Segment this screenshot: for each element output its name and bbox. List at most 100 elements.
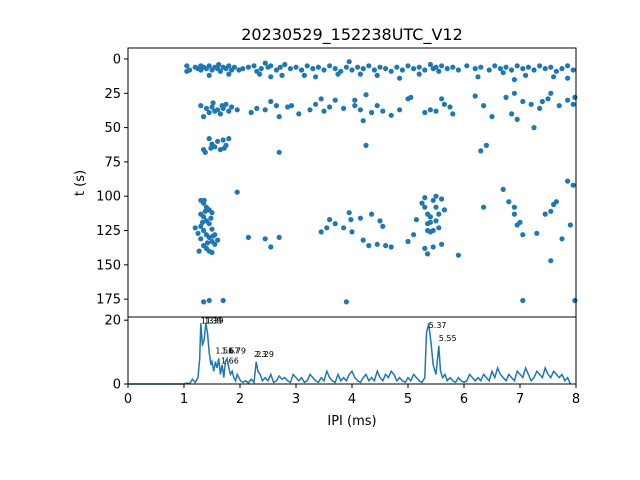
peak-label: 1.3: [201, 316, 214, 325]
scatter-point: [472, 66, 478, 72]
scatter-point: [388, 112, 394, 118]
scatter-point: [296, 111, 302, 117]
scatter-point: [509, 67, 515, 73]
scatter-point: [212, 144, 218, 150]
scatter-point: [357, 107, 363, 113]
scatter-point: [349, 229, 355, 235]
scatter-point: [201, 197, 207, 203]
scatter-point: [514, 63, 520, 69]
scatter-point: [251, 63, 257, 69]
scatter-point: [206, 297, 212, 304]
scatter-point: [285, 104, 291, 110]
peak-label: 1.39: [206, 316, 224, 325]
scatter-point: [399, 67, 405, 73]
scatter-point: [455, 67, 461, 73]
scatter-point: [441, 207, 447, 213]
scatter-point: [202, 149, 208, 155]
scatter-point: [343, 64, 349, 70]
scatter-point: [215, 138, 221, 144]
scatter-point: [548, 90, 554, 96]
scatter-point: [374, 72, 380, 78]
scatter-point: [287, 66, 293, 72]
scatter-point: [318, 229, 324, 235]
scatter-point: [226, 108, 232, 114]
scatter-point: [439, 196, 445, 202]
scatter-point: [503, 64, 509, 70]
scatter-point: [481, 103, 487, 109]
scatter-point: [551, 74, 557, 80]
scatter-point: [220, 137, 226, 143]
scatter-point: [257, 71, 263, 77]
scatter-point: [570, 182, 576, 188]
scatter-point: [221, 145, 227, 151]
peak-label: 1.66: [221, 356, 239, 365]
scatter-point: [187, 67, 193, 73]
scatter-point: [321, 67, 327, 73]
scatter-point: [206, 221, 212, 227]
scatter-point: [483, 142, 489, 148]
scatter-point: [226, 71, 232, 77]
scatter-point: [332, 66, 338, 72]
scatter-point: [184, 63, 190, 69]
scatter-point: [531, 125, 537, 131]
scatter-point: [198, 103, 204, 109]
histogram-line: [128, 323, 572, 385]
scatter-point: [528, 101, 534, 107]
scatter-point: [472, 93, 478, 99]
scatter-point: [565, 97, 571, 103]
scatter-point: [307, 107, 313, 113]
scatter-point: [422, 195, 428, 201]
y-tick-label: 50: [104, 121, 121, 136]
scatter-point: [198, 223, 204, 229]
scatter-point: [217, 147, 223, 153]
scatter-point: [416, 71, 422, 77]
scatter-point: [427, 107, 433, 113]
scatter-point: [447, 104, 453, 110]
scatter-point: [537, 105, 543, 111]
scatter-point: [503, 94, 509, 100]
scatter-point: [209, 226, 215, 232]
scatter-point: [288, 103, 295, 109]
scatter-point: [380, 223, 386, 229]
scatter-point: [439, 63, 445, 69]
scatter-point: [277, 64, 283, 70]
scatter-point: [433, 204, 439, 210]
scatter-point: [262, 236, 268, 242]
scatter-panel: 0 25 50 75 100 125 150 175 t (s): [73, 47, 578, 318]
scatter-point: [517, 219, 523, 225]
scatter-point: [374, 103, 380, 109]
scatter-point: [531, 67, 537, 73]
scatter-point: [357, 71, 363, 77]
scatter-point: [371, 67, 377, 73]
scatter-point: [360, 237, 366, 243]
peak-label: 1.56: [215, 347, 233, 356]
peak-labels: 1.31.391.391.561.671.791.662.292.35.375.…: [201, 316, 457, 365]
histogram-frame: [127, 316, 577, 385]
scatter-point: [352, 97, 358, 103]
top-y-axis-ticks: 0 25 50 75 100 125 150 175: [96, 52, 128, 308]
scatter-point: [313, 101, 319, 107]
histogram-panel: 1.31.391.391.561.671.791.662.292.35.375.…: [104, 314, 580, 429]
scatter-point: [405, 238, 411, 245]
scatter-point: [397, 107, 403, 113]
scatter-point: [511, 211, 517, 217]
scatter-point: [313, 74, 319, 80]
scatter-point: [318, 96, 324, 102]
scatter-point: [444, 66, 450, 72]
scatter-point: [439, 96, 445, 102]
scatter-point: [388, 68, 394, 74]
scatter-point: [212, 241, 218, 247]
scatter-point: [293, 64, 299, 70]
scatter-point: [553, 68, 560, 74]
scatter-point: [349, 67, 355, 73]
scatter-point: [262, 107, 268, 113]
scatter-point: [388, 244, 394, 250]
scatter-point: [327, 63, 333, 69]
scatter-point: [419, 200, 425, 206]
peak-label: 2.29: [256, 350, 274, 359]
scatter-point: [433, 64, 439, 70]
scatter-point: [570, 67, 576, 73]
scatter-point: [506, 199, 512, 205]
scatter-point: [208, 215, 214, 221]
